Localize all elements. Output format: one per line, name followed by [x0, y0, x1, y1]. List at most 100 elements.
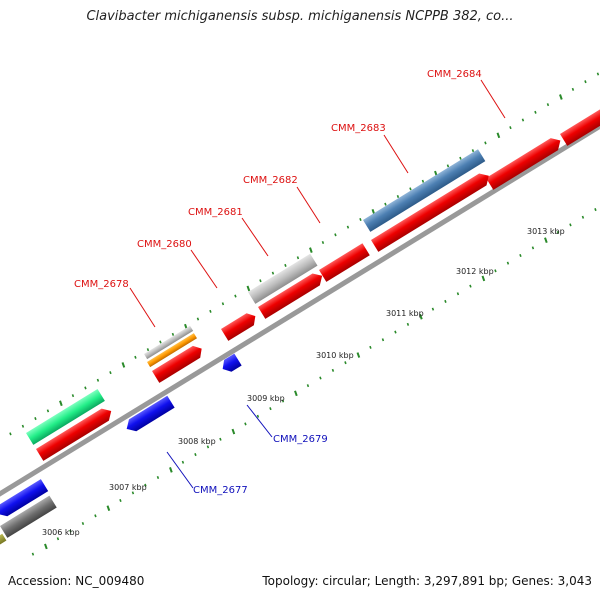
scale-tick: [134, 355, 137, 359]
gene-label[interactable]: CMM_2677: [193, 485, 248, 496]
gene-feature-red[interactable]: [258, 270, 326, 319]
gene-feature-red[interactable]: [560, 102, 600, 146]
gene-feature-steelblue[interactable]: [363, 149, 486, 232]
gene-label[interactable]: CMM_2679: [273, 434, 328, 445]
scale-tick: [21, 424, 25, 428]
scale-tick: [69, 529, 72, 533]
gene-feature-gray[interactable]: [144, 325, 194, 360]
scale-tick: [444, 299, 447, 303]
scale-tick: [34, 417, 37, 421]
scale-tick: [306, 384, 310, 388]
scale-tick: [96, 378, 100, 382]
kbp-label: 3011 kbp: [386, 309, 424, 318]
scale-tick: [194, 453, 197, 457]
scale-tick: [234, 294, 237, 298]
leader-line: [480, 79, 506, 119]
scale-tick: [181, 460, 185, 464]
gene-label[interactable]: CMM_2682: [243, 175, 298, 186]
gene-label[interactable]: CMM_2678: [74, 279, 129, 290]
scale-tick: [546, 103, 550, 107]
gene-feature-blue[interactable]: [219, 353, 242, 375]
scale-tick: [446, 164, 450, 168]
scale-tick: [469, 284, 472, 288]
accession-text: Accession: NC_009480: [8, 574, 145, 588]
gene-label[interactable]: CMM_2680: [137, 239, 192, 250]
scale-tick: [556, 231, 560, 235]
kbp-label: 3010 kbp: [316, 351, 354, 360]
scale-tick: [584, 80, 587, 84]
gene-label[interactable]: CMM_2681: [188, 207, 243, 218]
scale-tick: [471, 149, 475, 153]
scale-tick: [394, 330, 397, 334]
gene-feature-blue[interactable]: [0, 479, 49, 520]
scale-tick: [59, 400, 63, 407]
gene-feature-red[interactable]: [319, 243, 370, 282]
scale-tick: [219, 437, 222, 441]
scale-tick: [269, 407, 272, 411]
scale-tick: [131, 491, 135, 495]
gene-feature-darkgray[interactable]: [0, 495, 57, 538]
gene-feature-red[interactable]: [36, 405, 115, 461]
scale-tick: [531, 246, 535, 250]
gene-feature-red[interactable]: [152, 343, 205, 383]
scale-tick: [121, 362, 126, 368]
gene-feature-olive[interactable]: [0, 533, 7, 547]
scale-tick: [384, 202, 387, 206]
scale-tick: [319, 376, 322, 380]
gene-label[interactable]: CMM_2683: [331, 123, 386, 134]
label-leader-lines: [129, 79, 506, 489]
leader-line: [129, 287, 156, 328]
scale-tick: [146, 348, 150, 352]
gene-feature-gray[interactable]: [248, 253, 318, 304]
scale-tick: [506, 261, 510, 265]
gene-feature-blue[interactable]: [123, 395, 175, 435]
leader-line: [383, 134, 409, 174]
gene-feature-green[interactable]: [26, 388, 105, 445]
scale-tick: [581, 215, 585, 219]
scale-tick: [484, 141, 487, 145]
scale-tick: [284, 263, 287, 267]
leader-line: [296, 186, 321, 224]
gene-feature-red[interactable]: [221, 310, 259, 341]
scale-tick: [294, 390, 298, 397]
scale-tick: [431, 307, 435, 311]
kbp-label: 3008 kbp: [178, 437, 216, 446]
gene-feature-red[interactable]: [486, 135, 564, 190]
leader-line: [166, 451, 194, 489]
scale-tick: [321, 240, 325, 244]
gene-features[interactable]: [0, 102, 600, 547]
scale-tick: [106, 505, 111, 511]
scale-tick: [209, 309, 212, 313]
scale-tick: [334, 233, 337, 237]
scale-tick: [396, 195, 400, 199]
gene-feature-orange[interactable]: [147, 333, 197, 368]
scale-tick: [421, 179, 425, 183]
scale-tick: [94, 514, 97, 518]
gene-feature-red[interactable]: [371, 170, 492, 252]
scale-tick: [281, 399, 285, 403]
scale-tick: [346, 225, 350, 229]
scale-tick: [259, 279, 262, 283]
scale-tick: [481, 275, 486, 282]
scale-tick: [356, 352, 361, 358]
genome-backbone: [0, 123, 600, 497]
scale-tick: [221, 302, 225, 306]
kbp-label: 3012 kbp: [456, 267, 494, 276]
scale-ticks: [9, 72, 600, 556]
scale-tick: [519, 253, 522, 258]
scale-tick: [144, 483, 147, 487]
leader-line: [190, 249, 218, 289]
scale-tick: [119, 498, 122, 503]
kbp-label: 3009 kbp: [247, 394, 285, 403]
gene-label[interactable]: CMM_2684: [427, 69, 482, 80]
gene-labels[interactable]: CMM_2677 CMM_2678 CMM_2679 CMM_2680 CMM_…: [74, 69, 482, 496]
scale-tick: [271, 271, 275, 275]
scale-tick: [46, 409, 50, 413]
scale-tick: [71, 394, 75, 398]
scale-tick: [509, 126, 512, 130]
scale-tick: [9, 432, 12, 436]
scale-tick: [159, 340, 162, 344]
scale-tick: [206, 445, 210, 449]
scale-tick: [359, 217, 362, 222]
